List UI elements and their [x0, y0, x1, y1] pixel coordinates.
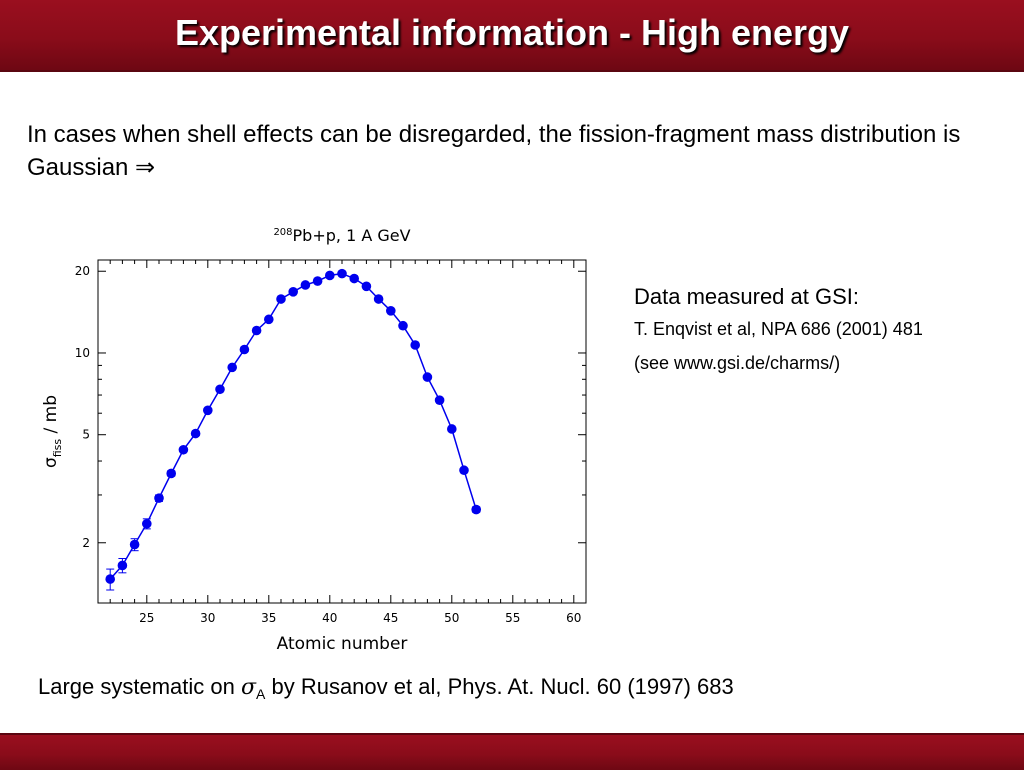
data-point	[178, 444, 189, 455]
side-notes: Data measured at GSI: T. Enqvist et al, …	[634, 282, 923, 380]
data-point	[276, 294, 286, 304]
title-bar: Experimental information - High energy	[0, 0, 1024, 72]
data-point	[288, 286, 299, 297]
data-point	[471, 504, 482, 515]
data-point	[337, 268, 347, 279]
data-point	[361, 281, 372, 292]
data-point	[312, 276, 323, 286]
y-axis-label: σfiss / mb	[41, 395, 64, 468]
chart-title: 208Pb+p, 1 A GeV	[273, 226, 410, 245]
data-point	[203, 405, 213, 416]
x-tick-label: 30	[200, 611, 215, 625]
x-tick-label: 25	[139, 611, 154, 625]
x-tick-label: 50	[444, 611, 459, 625]
x-tick-label: 35	[261, 611, 276, 625]
footer-prefix: Large systematic on	[38, 674, 241, 699]
data-point	[300, 280, 311, 290]
data-point	[251, 325, 262, 336]
reference-citation: T. Enqvist et al, NPA 686 (2001) 481	[634, 319, 923, 339]
data-point	[434, 395, 445, 406]
slide-title: Experimental information - High energy	[174, 12, 850, 53]
data-point	[349, 273, 360, 284]
data-point	[325, 270, 335, 281]
intro-text: In cases when shell effects can be disre…	[27, 121, 961, 181]
data-point	[459, 465, 469, 476]
plot-frame	[97, 259, 587, 604]
data-point	[447, 424, 457, 434]
data-point	[422, 372, 433, 382]
data-point	[142, 518, 152, 529]
sigma-subscript: A	[256, 686, 266, 702]
data-point	[105, 574, 115, 584]
footer-suffix: by Rusanov et al, Phys. At. Nucl. 60 (19…	[265, 674, 734, 699]
x-tick-label: 55	[505, 611, 520, 625]
data-point	[227, 362, 237, 373]
data-point	[117, 560, 128, 571]
data-point	[373, 294, 384, 304]
data-point	[129, 539, 140, 550]
y-tick-label: 20	[75, 264, 90, 278]
x-tick-label: 45	[383, 611, 398, 625]
website-note: (see www.gsi.de/charms/)	[634, 353, 841, 373]
y-tick-label: 2	[82, 536, 90, 550]
data-connecting-line	[109, 272, 477, 580]
data-point	[398, 320, 408, 331]
data-point	[166, 468, 176, 479]
x-tick-label: 60	[566, 611, 581, 625]
bottom-bar	[0, 733, 1024, 770]
data-point	[264, 314, 274, 325]
y-tick-label: 5	[82, 428, 90, 442]
x-tick-label: 40	[322, 611, 337, 625]
data-point	[215, 384, 225, 395]
data-point	[154, 493, 164, 503]
data-source-heading: Data measured at GSI:	[634, 284, 859, 309]
data-point	[190, 428, 201, 439]
x-axis-label: Atomic number	[277, 634, 408, 654]
data-point	[410, 340, 421, 350]
footer-note: Large systematic on σA by Rusanov et al,…	[38, 674, 734, 702]
sigma-symbol: σ	[240, 675, 257, 700]
data-point	[239, 344, 250, 355]
data-point	[386, 305, 396, 316]
y-tick-label: 10	[75, 346, 90, 360]
